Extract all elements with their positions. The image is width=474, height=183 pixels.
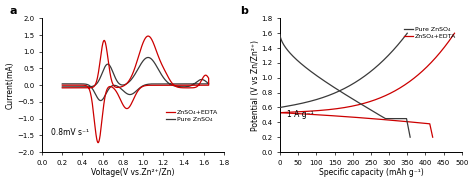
X-axis label: Specific capacity (mAh g⁻¹): Specific capacity (mAh g⁻¹) <box>319 168 423 178</box>
Text: 0.8mV s⁻¹: 0.8mV s⁻¹ <box>51 128 89 137</box>
Text: a: a <box>9 6 17 16</box>
Legend: Pure ZnSO₄, ZnSO₄+EDTA: Pure ZnSO₄, ZnSO₄+EDTA <box>401 24 459 42</box>
Y-axis label: Potential (V vs Zn/Zn²⁺): Potential (V vs Zn/Zn²⁺) <box>251 40 260 131</box>
Text: 1 A g⁻¹: 1 A g⁻¹ <box>287 110 314 119</box>
Text: b: b <box>240 6 248 16</box>
Y-axis label: Current(mA): Current(mA) <box>6 61 15 109</box>
X-axis label: Voltage(V vs.Zn²⁺/Zn): Voltage(V vs.Zn²⁺/Zn) <box>91 168 175 178</box>
Legend: ZnSO₄+EDTA, Pure ZnSO₄: ZnSO₄+EDTA, Pure ZnSO₄ <box>163 107 221 125</box>
